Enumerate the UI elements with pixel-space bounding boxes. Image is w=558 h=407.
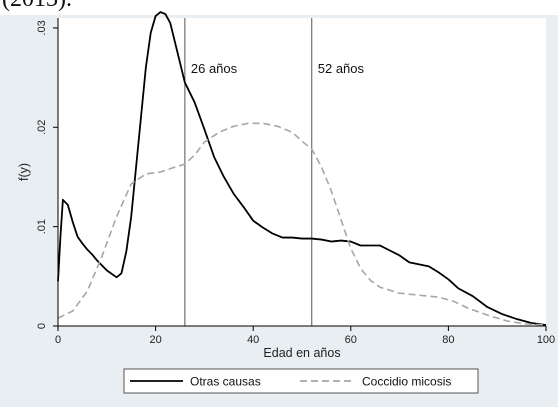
x-tick-label-40: 40 — [247, 334, 259, 346]
legend-label-otras-causas: Otras causas — [190, 375, 261, 389]
y-tick-label-2: .02 — [36, 120, 48, 135]
x-tick-label-100: 100 — [537, 334, 555, 346]
plot-area — [58, 18, 546, 326]
reference-lines: 26 años 52 años — [184, 18, 365, 326]
series-line-coccidio-micosis — [57, 122, 547, 326]
y-tick-label-1: .01 — [36, 219, 48, 234]
y-axis-title: f(y) — [17, 163, 31, 181]
caption-fragment: (2013). — [0, 0, 558, 15]
x-tick-label-0: 0 — [55, 334, 61, 346]
legend-label-coccidio-micosis: Coccidio micosis — [362, 375, 451, 389]
x-tick-label-80: 80 — [442, 334, 454, 346]
x-tick-label-60: 60 — [345, 334, 357, 346]
reference-line-label-52: 52 años — [318, 61, 365, 76]
caption-fragment-text: (2013). — [2, 0, 72, 13]
legend: Otras causas Coccidio micosis — [123, 368, 479, 394]
y-tick-label-0: 0 — [36, 323, 48, 329]
x-axis-title: Edad en años — [263, 346, 340, 360]
y-tick-label-3: .03 — [36, 20, 48, 35]
series-line-otras-causas — [57, 11, 547, 326]
x-tick-label-20: 20 — [149, 334, 161, 346]
axes: 0 20 40 60 80 100 0 .01 .02 .03 — [36, 18, 555, 346]
series-lines — [57, 11, 547, 326]
reference-line-label-26: 26 años — [191, 61, 238, 76]
